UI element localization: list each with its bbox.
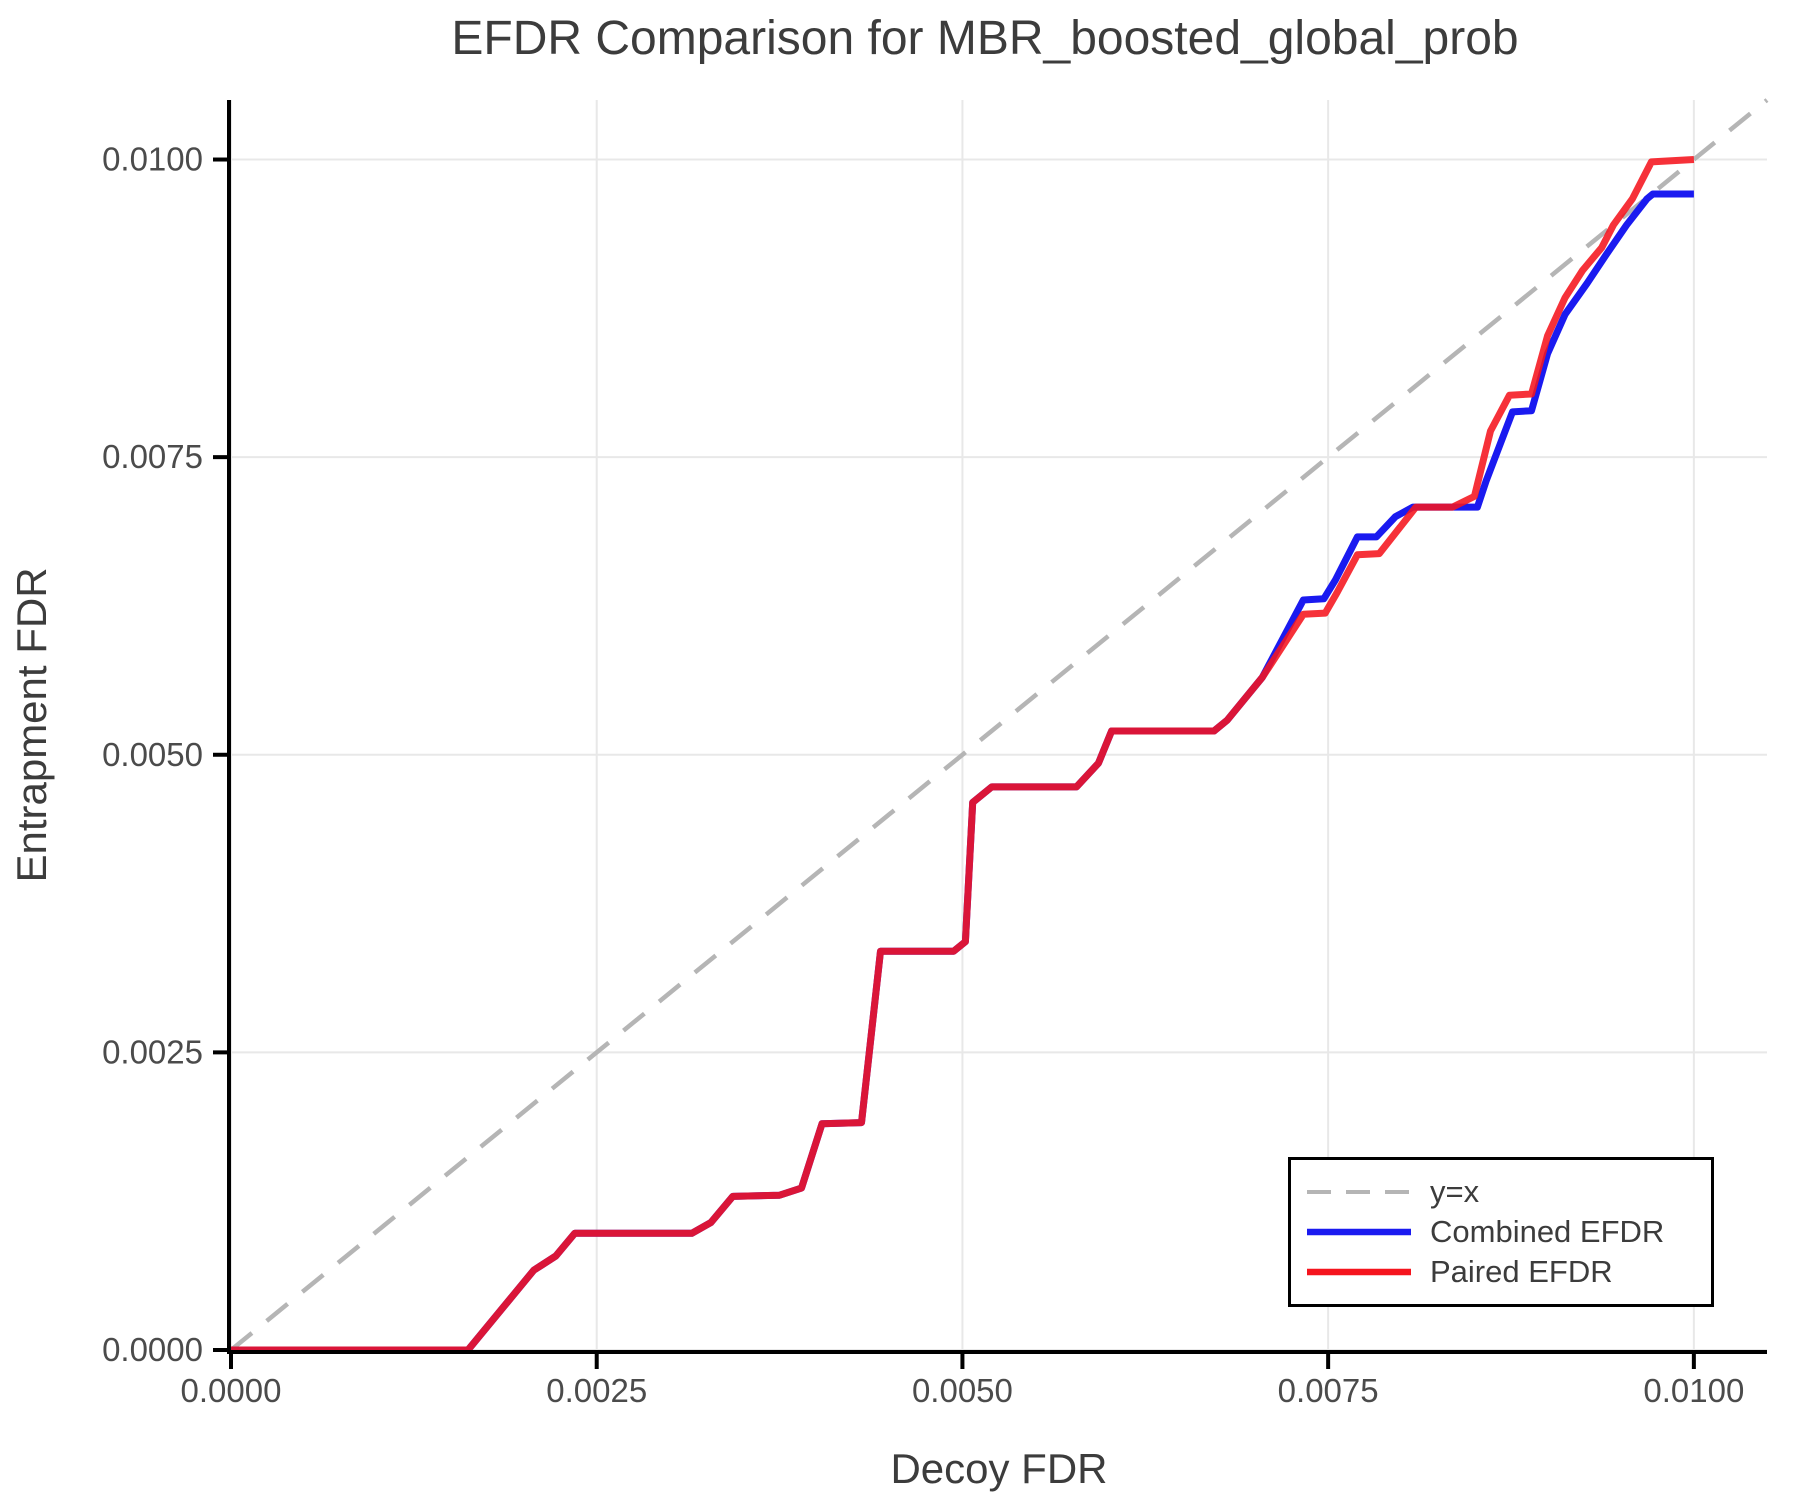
legend: y=x Combined EFDR Paired EFDR — [1288, 1157, 1714, 1307]
legend-label: Combined EFDR — [1430, 1214, 1665, 1249]
axis-layer: 0.0000 0.0025 0.0050 0.0075 0.0100 0.0000 0.00… — [102, 100, 1767, 1409]
legend-line-sample — [1307, 1190, 1411, 1194]
legend-line-sample — [1307, 1268, 1411, 1276]
x-axis-label: Decoy FDR — [890, 1445, 1107, 1492]
x-tick-label: 0.0075 — [1278, 1372, 1379, 1409]
legend-label: y=x — [1430, 1174, 1480, 1209]
chart-title: EFDR Comparison for MBR_boosted_global_p… — [451, 12, 1518, 65]
legend-row: Combined EFDR — [1305, 1213, 1711, 1251]
series-line-y-x — [229, 98, 1769, 1352]
legend-row: y=x — [1305, 1173, 1711, 1211]
legend-row: Paired EFDR — [1305, 1253, 1711, 1291]
legend-line-sample — [1307, 1228, 1411, 1236]
series-line-paired-efdr — [231, 156, 1695, 1354]
y-tick-label: 0.0075 — [102, 438, 203, 475]
y-tick-label: 0.0000 — [102, 1331, 203, 1368]
x-tick-label: 0.0025 — [546, 1372, 647, 1409]
y-tick-label: 0.0050 — [102, 736, 203, 773]
x-tick-label: 0.0050 — [912, 1372, 1013, 1409]
legend-label: Paired EFDR — [1430, 1254, 1613, 1289]
x-tick-label: 0.0000 — [181, 1372, 282, 1409]
series-layer — [229, 98, 1769, 1354]
y-axis-label: Entrapment FDR — [8, 567, 55, 882]
y-tick-label: 0.0100 — [102, 141, 203, 178]
y-tick-label: 0.0025 — [102, 1033, 203, 1070]
x-tick-label: 0.0100 — [1643, 1372, 1744, 1409]
